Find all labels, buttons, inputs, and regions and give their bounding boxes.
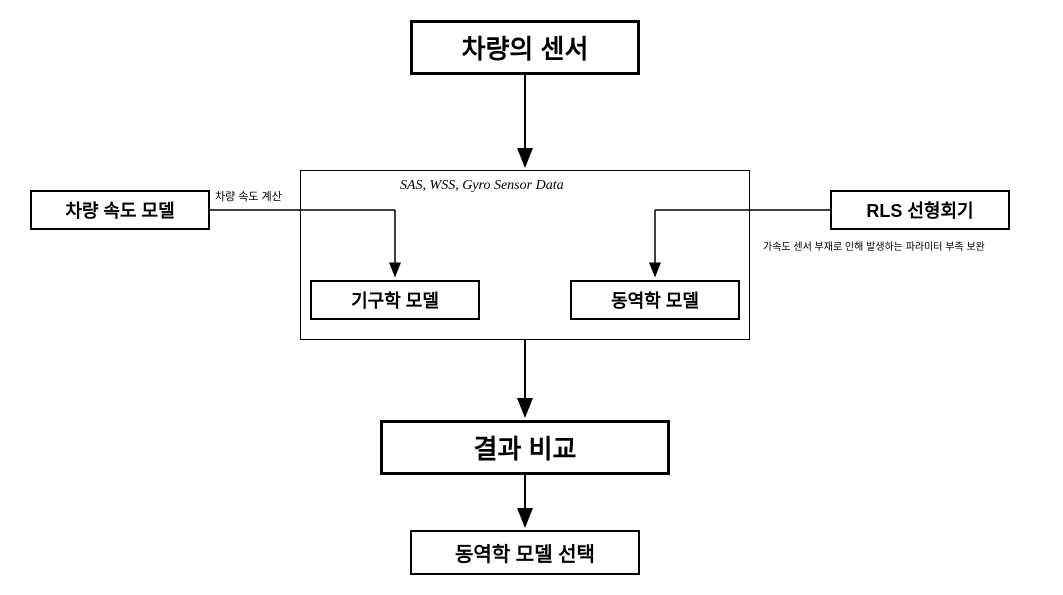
node-result-compare: 결과 비교 xyxy=(380,420,670,475)
label-param-supplement: 가속도 센서 부재로 인해 발생하는 파라미터 부족 보완 xyxy=(763,238,985,253)
node-rls-linear-label: RLS 선형회기 xyxy=(866,197,973,223)
node-dynamic-model-select: 동역학 모델 선택 xyxy=(410,530,640,575)
node-kinematic-model-label: 기구학 모델 xyxy=(351,287,439,313)
node-vehicle-sensor: 차량의 센서 xyxy=(410,20,640,75)
node-vehicle-speed-model: 차량 속도 모델 xyxy=(30,190,210,230)
label-speed-calc: 차량 속도 계산 xyxy=(215,188,282,204)
node-dynamic-model-label: 동역학 모델 xyxy=(611,287,699,313)
node-dynamic-model-select-label: 동역학 모델 선택 xyxy=(455,538,595,567)
node-vehicle-sensor-label: 차량의 센서 xyxy=(462,29,589,66)
node-result-compare-label: 결과 비교 xyxy=(474,429,577,466)
node-kinematic-model: 기구학 모델 xyxy=(310,280,480,320)
node-dynamic-model: 동역학 모델 xyxy=(570,280,740,320)
node-rls-linear: RLS 선형회기 xyxy=(830,190,1010,230)
node-vehicle-speed-model-label: 차량 속도 모델 xyxy=(65,197,174,223)
label-sensor-data: SAS, WSS, Gyro Sensor Data xyxy=(400,178,564,194)
